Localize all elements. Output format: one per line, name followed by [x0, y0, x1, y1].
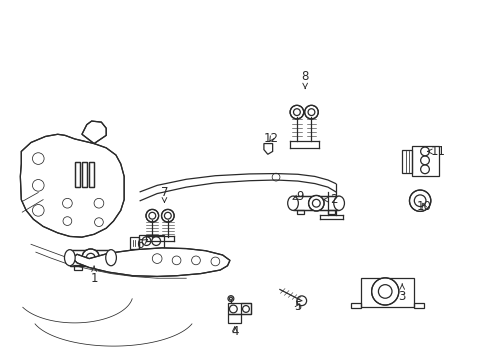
Text: 9: 9 [292, 190, 304, 203]
Text: 7: 7 [161, 186, 168, 202]
Circle shape [371, 278, 398, 305]
Text: 2: 2 [323, 193, 337, 206]
Polygon shape [82, 162, 87, 187]
Text: 12: 12 [263, 132, 278, 145]
Circle shape [308, 195, 324, 211]
Text: 10: 10 [416, 200, 430, 213]
Ellipse shape [287, 196, 298, 210]
Text: 6: 6 [136, 238, 147, 251]
Text: 1: 1 [90, 266, 98, 285]
Text: 4: 4 [230, 325, 238, 338]
Ellipse shape [333, 196, 344, 210]
Text: 5: 5 [294, 300, 301, 313]
Circle shape [408, 190, 430, 211]
Text: 3: 3 [398, 284, 405, 303]
Circle shape [304, 105, 318, 119]
Polygon shape [82, 121, 106, 144]
Polygon shape [72, 248, 229, 276]
Polygon shape [75, 162, 80, 187]
Ellipse shape [105, 249, 116, 266]
Ellipse shape [64, 249, 75, 266]
Polygon shape [70, 249, 111, 266]
Circle shape [161, 210, 174, 222]
Text: 8: 8 [301, 70, 308, 89]
Circle shape [82, 249, 99, 266]
Polygon shape [89, 162, 94, 187]
Circle shape [289, 105, 303, 119]
Text: 11: 11 [427, 145, 445, 158]
Polygon shape [20, 134, 124, 237]
Polygon shape [292, 196, 338, 210]
Circle shape [146, 210, 158, 222]
